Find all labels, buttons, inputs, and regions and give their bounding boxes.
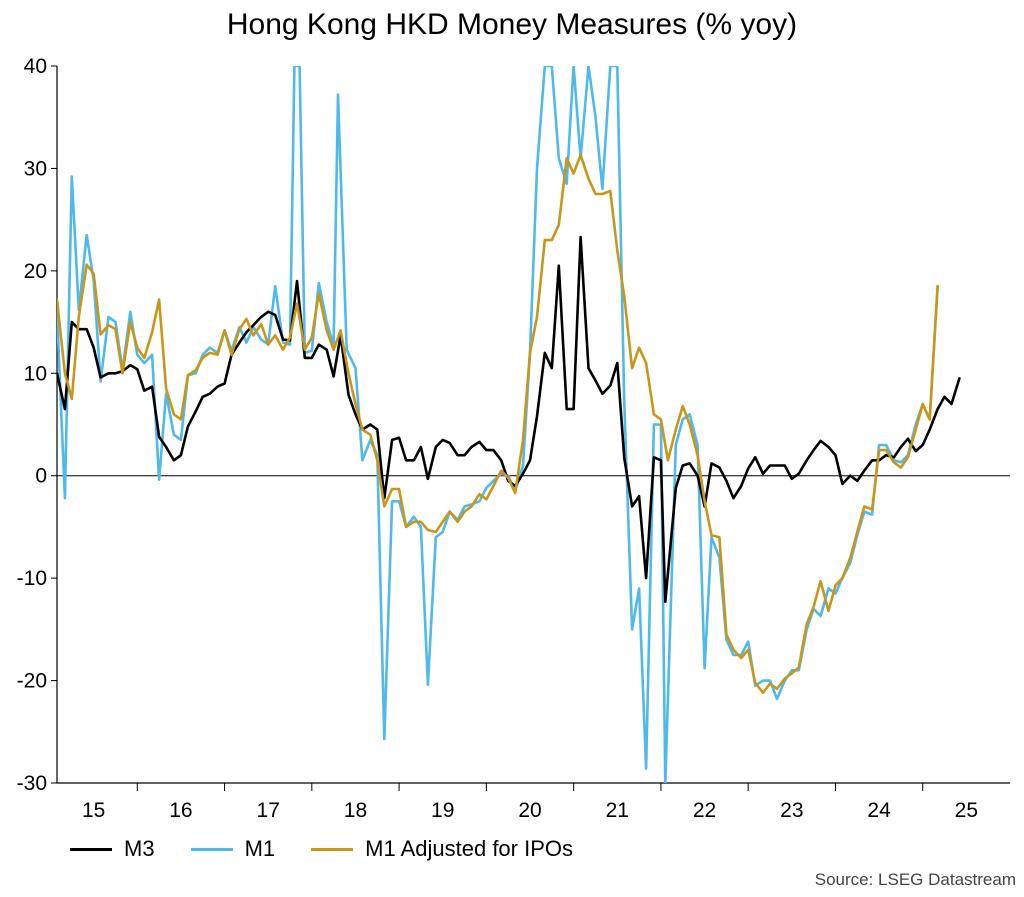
series-line-m3 [57, 235, 961, 603]
source-note: Source: LSEG Datastream [814, 870, 1016, 889]
legend-label-m3: M3 [124, 836, 155, 861]
y-tick-label: 10 [24, 362, 47, 385]
x-tick-label: 15 [82, 799, 105, 822]
y-tick-label: 20 [24, 260, 47, 283]
legend-label-m1-adjusted: M1 Adjusted for IPOs [365, 836, 573, 861]
legend-label-m1: M1 [244, 836, 276, 861]
y-tick-label: 40 [24, 55, 47, 78]
x-tick-label: 25 [955, 799, 978, 822]
legend-swatch-m1 [190, 847, 233, 851]
y-tick-label: -20 [17, 670, 47, 693]
chart-title: Hong Kong HKD Money Measures (% yoy) [226, 8, 798, 41]
x-tick-label: 23 [780, 799, 803, 822]
legend: M3 M1 M1 Adjusted for IPOs [70, 836, 609, 862]
y-tick-label: 0 [35, 465, 47, 488]
x-tick-label: 22 [693, 799, 716, 822]
legend-swatch-m1-adjusted [311, 847, 354, 851]
legend-item-m3: M3 [70, 836, 155, 862]
x-tick-label: 17 [257, 799, 280, 822]
x-tick-label: 20 [518, 799, 541, 822]
legend-swatch-m3 [70, 847, 112, 851]
x-tick-label: 18 [344, 799, 367, 822]
y-tick-label: -30 [17, 772, 47, 795]
x-tick-label: 21 [606, 799, 629, 822]
legend-item-m1: M1 [190, 836, 276, 862]
y-tick-label: -10 [17, 567, 47, 590]
series-layer [57, 66, 961, 783]
x-tick-label: 19 [431, 799, 454, 822]
axes-layer: -30 -20 -10 0 10 20 30 40 15 16 17 18 19 20 21 22 23 24 25 [17, 55, 1010, 822]
y-tick-label: 30 [24, 157, 47, 180]
legend-item-m1-adjusted: M1 Adjusted for IPOs [311, 836, 573, 862]
x-tick-label: 24 [867, 799, 891, 822]
series-line-m1-adjusted-for-ipos [57, 153, 939, 695]
x-tick-label: 16 [169, 799, 192, 822]
